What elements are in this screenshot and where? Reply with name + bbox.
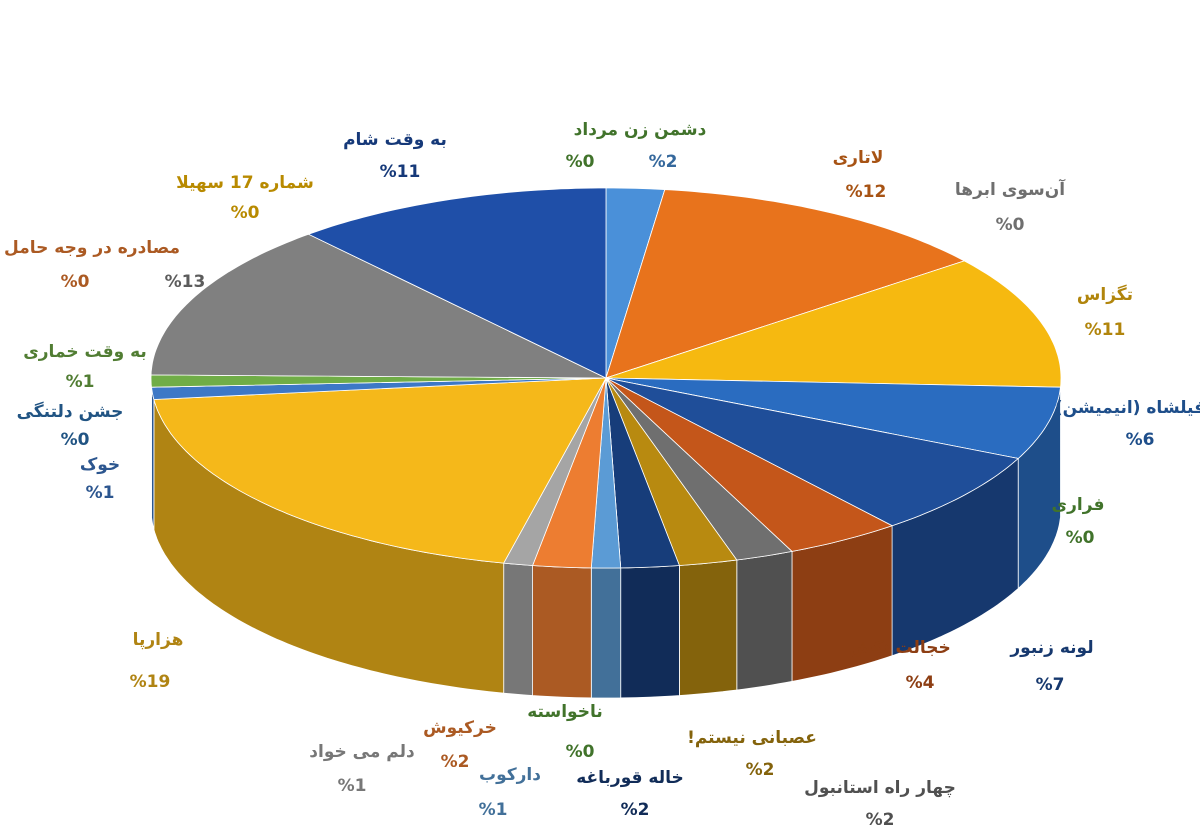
slice-side [503,562,533,696]
slice [605,377,1061,459]
value-label: %1 [86,483,115,503]
value-label: %12 [846,182,887,202]
slice-label: جشن دلتنگی [17,401,124,422]
value-label: %2 [866,810,895,830]
value-label: %0 [61,430,90,450]
value-label: %0 [996,215,1025,235]
slice-label: به وقت خماری [23,342,147,362]
slice-label: آن‌سوی ابرها [955,178,1066,200]
slice [605,377,793,561]
value-label: %2 [649,152,678,172]
slice-label: به وقت شام [343,130,447,150]
slice-label: هزارپا [133,630,184,650]
slice-label: تگزاس [1077,284,1133,305]
slice-label: فیلشاه (انیمیشن) [1055,398,1200,418]
slice-label: لونه زنبور [1009,638,1093,658]
slice [153,377,607,564]
slice-label: فراری [1052,495,1105,515]
value-label: %1 [338,776,367,796]
slice-side [532,565,592,699]
slice-label: عصبانی نیستم! [687,728,817,748]
slice-label: دلم می خواد [309,742,415,762]
value-label: %0 [566,742,595,762]
value-label: %2 [621,800,650,820]
value-label: %1 [479,800,508,820]
slice [150,233,607,379]
value-label: %2 [441,752,470,772]
slice-side [736,550,793,691]
value-label: %6 [1126,430,1155,450]
slice-side [620,565,680,699]
value-label: %0 [61,272,90,292]
value-label: %11 [380,162,421,182]
value-label: %0 [1066,528,1095,548]
slice-label: شماره 17 سهیلا [176,173,314,193]
value-label: %0 [231,203,260,223]
slice [605,377,1020,527]
slice-label: دشمن زن مرداد [574,120,707,140]
value-label: %11 [1085,320,1126,340]
slice-label: چهار راه استانبول [804,778,956,798]
slice [307,187,607,379]
slice-side [590,567,622,699]
value-label: %13 [165,272,206,292]
slice-label: خاله قورباغه [576,768,684,788]
slice-label: ناخواسته [527,702,602,722]
slice-side [791,525,893,682]
slice [605,377,894,552]
value-label: %19 [130,672,171,692]
slice-label: مصادره در وجه حامل [4,238,180,258]
slice-side [679,559,738,696]
slice-label: خوک [80,455,120,475]
slice-label: دارکوب [479,765,541,785]
slice-label: لاتاری [833,148,884,168]
slice [605,260,1062,388]
slice-label: خجالت نکش [849,638,951,658]
value-label: %1 [66,372,95,392]
slice-side [150,377,152,518]
slice-label: خرکیوش [423,718,497,738]
value-label: %0 [566,152,595,172]
slice [605,377,680,569]
value-label: %2 [746,760,775,780]
value-label: %7 [1036,675,1065,695]
slice [605,189,966,379]
slice [605,377,738,566]
value-label: %4 [906,673,935,693]
